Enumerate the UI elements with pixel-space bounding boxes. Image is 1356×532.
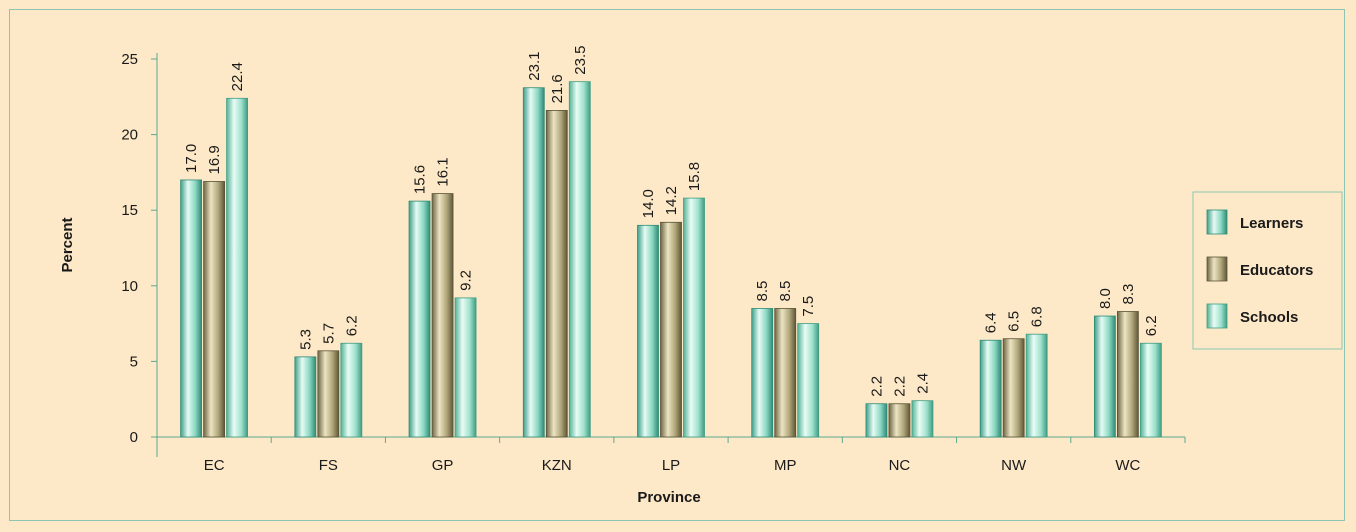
bar-learners-mp <box>751 308 774 438</box>
legend-swatch-educators <box>1206 256 1228 282</box>
legend: Learners Educators Schools <box>1192 191 1343 350</box>
y-tick-label: 15 <box>121 202 138 219</box>
data-label: 23.1 <box>526 52 543 81</box>
bar-educators-ec <box>203 181 226 438</box>
x-tick-label: KZN <box>542 457 572 474</box>
x-tick-label: GP <box>432 457 454 474</box>
bar-educators-wc <box>1116 311 1139 438</box>
data-label: 6.5 <box>1006 311 1023 332</box>
data-label: 15.6 <box>412 165 429 194</box>
data-label: 6.2 <box>343 315 360 336</box>
bar-schools-nc <box>911 400 934 438</box>
x-tick-label: EC <box>204 457 225 474</box>
y-tick-label: 10 <box>121 278 138 295</box>
bar-educators-gp <box>431 193 454 438</box>
x-tick-label: FS <box>319 457 338 474</box>
y-tick-label: 5 <box>130 353 138 370</box>
bar-educators-mp <box>774 308 797 438</box>
legend-label-schools: Schools <box>1240 309 1298 326</box>
bar-schools-lp <box>683 197 705 438</box>
data-label: 5.7 <box>320 323 337 344</box>
data-label: 8.3 <box>1120 284 1137 305</box>
bar-schools-ec <box>226 97 249 438</box>
value-labels: 17.0 16.9 22.4 5.3 5.7 6.2 15.6 16.1 9.2 23.1 21.6… <box>183 45 1160 396</box>
bar-schools-mp <box>797 323 820 438</box>
data-label: 5.3 <box>297 329 314 350</box>
y-tick-label: 20 <box>121 127 138 144</box>
bar-educators-nw <box>1002 338 1025 438</box>
x-tick-label: NC <box>889 457 911 474</box>
data-label: 2.2 <box>891 376 908 397</box>
legend-swatch-schools <box>1206 303 1228 329</box>
data-label: 9.2 <box>458 270 475 291</box>
y-tick-label: 25 <box>121 51 138 68</box>
x-tick-label: WC <box>1115 457 1140 474</box>
bar-educators-kzn <box>545 110 568 438</box>
data-label: 6.4 <box>983 312 1000 333</box>
data-label: 17.0 <box>183 144 200 173</box>
data-label: 8.0 <box>1097 288 1114 309</box>
bar-learners-kzn <box>522 87 545 438</box>
bar-educators-fs <box>317 350 340 438</box>
data-label: 2.4 <box>914 373 931 394</box>
bar-learners-nw <box>979 339 1002 438</box>
data-label: 22.4 <box>229 62 246 91</box>
data-label: 6.2 <box>1143 315 1160 336</box>
data-label: 16.9 <box>206 145 223 174</box>
bar-learners-ec <box>180 179 203 438</box>
bar-educators-nc <box>888 403 911 438</box>
bar-schools-gp <box>454 297 477 438</box>
x-tick-label: MP <box>774 457 797 474</box>
data-label: 14.0 <box>640 189 657 218</box>
data-label: 7.5 <box>800 296 817 317</box>
bar-schools-fs <box>340 342 363 438</box>
x-tick-label: LP <box>662 457 680 474</box>
data-label: 21.6 <box>549 74 566 103</box>
y-axis: 0 5 10 15 20 25 <box>121 51 158 457</box>
y-axis-title: Percent <box>59 217 76 272</box>
bar-learners-gp <box>408 200 431 438</box>
data-label: 15.8 <box>686 162 703 191</box>
bar-learners-fs <box>294 356 317 438</box>
legend-label-educators: Educators <box>1240 262 1313 279</box>
y-tick-label: 0 <box>130 429 138 446</box>
data-label: 8.5 <box>754 281 771 302</box>
data-label: 16.1 <box>435 157 452 186</box>
bar-learners-wc <box>1093 315 1116 438</box>
data-label: 23.5 <box>572 45 589 74</box>
bar-educators-lp <box>660 221 682 438</box>
legend-swatch-learners <box>1206 209 1228 235</box>
data-label: 14.2 <box>663 186 680 215</box>
bar-schools-kzn <box>568 81 591 438</box>
bars <box>180 81 1162 438</box>
data-label: 8.5 <box>777 281 794 302</box>
bar-schools-nw <box>1025 333 1048 438</box>
legend-label-learners: Learners <box>1240 215 1303 232</box>
bar-learners-nc <box>865 403 888 438</box>
data-label: 2.2 <box>868 376 885 397</box>
x-tick-label: NW <box>1001 457 1027 474</box>
bar-schools-wc <box>1139 342 1162 438</box>
data-label: 6.8 <box>1029 306 1046 327</box>
x-axis: EC FS GP KZN LP MP NC NW WC <box>156 436 1186 474</box>
x-axis-title: Province <box>637 489 700 506</box>
bar-learners-lp <box>637 224 659 438</box>
